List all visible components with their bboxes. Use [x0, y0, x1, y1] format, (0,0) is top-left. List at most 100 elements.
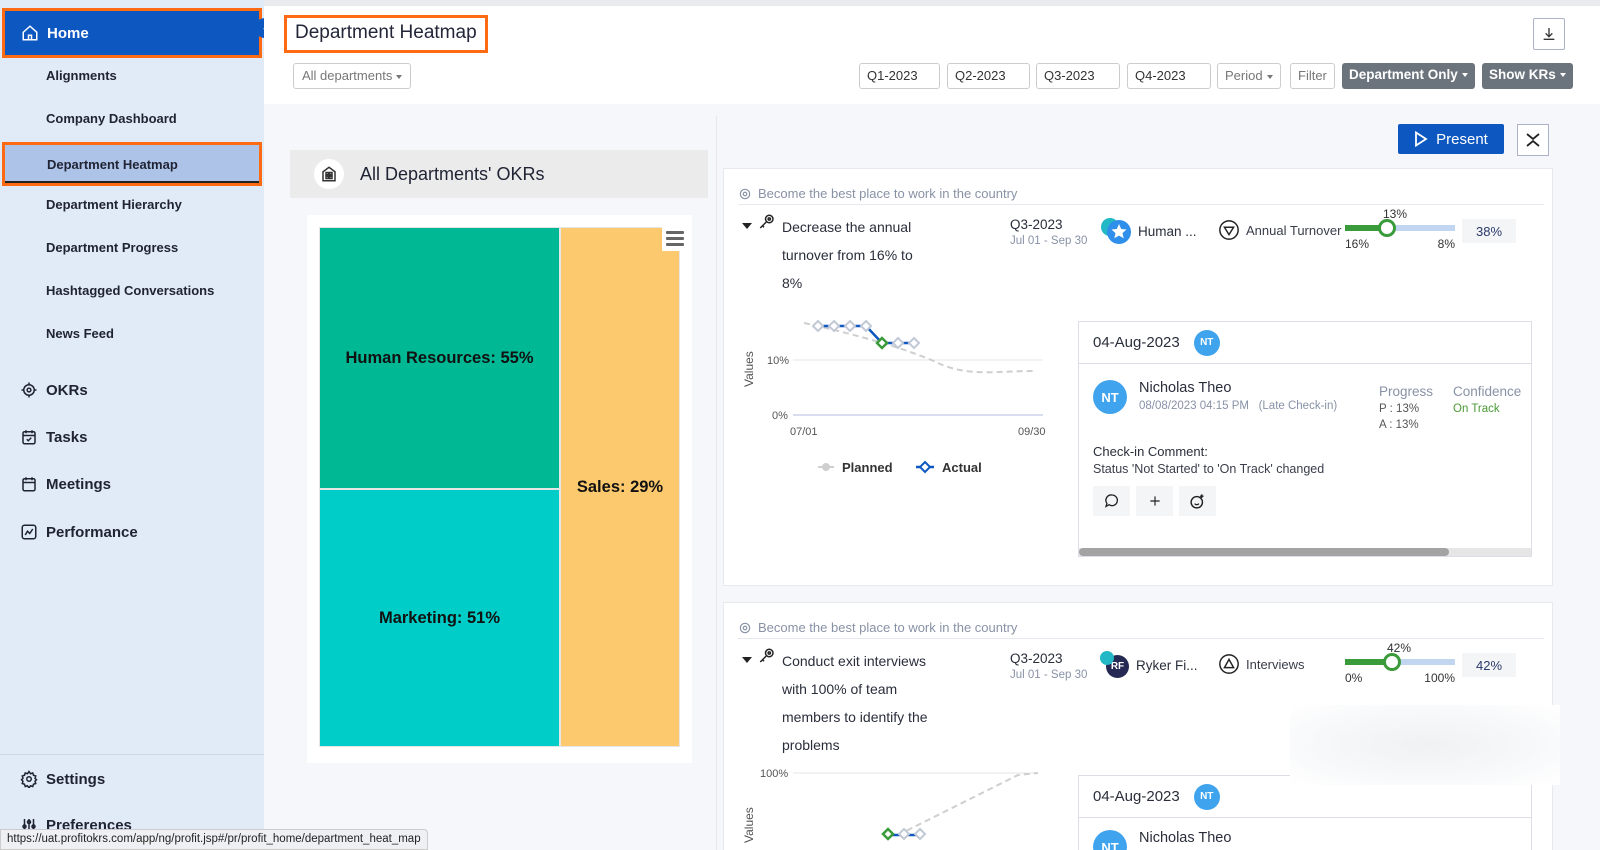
avatar[interactable]: NT — [1093, 380, 1127, 414]
kr-progress-percent: 38% — [1462, 219, 1516, 243]
sidebar-item-settings[interactable]: Settings — [20, 770, 105, 788]
sidebar-item-department-heatmap[interactable]: Department Heatmap — [2, 142, 262, 186]
sidebar-item-company-dashboard[interactable]: Company Dashboard — [46, 111, 177, 126]
sidebar-item-label: Settings — [46, 770, 106, 788]
collapse-panel-button[interactable] — [1517, 124, 1549, 156]
treemap-cell-marketing[interactable]: Marketing: 51% — [319, 489, 560, 747]
objective-text: Become the best place to work in the cou… — [758, 620, 1018, 635]
checkin-header: 04-Aug-2023 NT — [1079, 776, 1531, 818]
svg-text:Planned: Planned — [842, 460, 893, 475]
kr-progress-percent: 42% — [1462, 653, 1516, 677]
left-panel-title: All Departments' OKRs — [360, 163, 545, 184]
avatar[interactable]: NT — [1193, 329, 1220, 356]
add-button[interactable] — [1136, 486, 1173, 516]
checkin-header: 04-Aug-2023 NT — [1079, 322, 1531, 364]
sidebar-item-alignments[interactable]: Alignments — [46, 68, 117, 83]
checkin-comment: Status 'Not Started' to 'On Track' chang… — [1093, 462, 1325, 476]
svg-text:100%: 100% — [760, 768, 788, 780]
slider-current-value: 42% — [1387, 641, 1412, 655]
kr-owner[interactable]: Human ... — [1100, 217, 1197, 245]
checkin-date: 04-Aug-2023 — [1093, 334, 1180, 351]
quarter-q1-button[interactable]: Q1-2023 — [859, 63, 940, 89]
building-icon — [314, 159, 344, 189]
slider-track — [1345, 225, 1455, 231]
checkin-user: NT Nicholas Theo — [1093, 830, 1231, 850]
objective-line: Become the best place to work in the cou… — [738, 183, 1544, 205]
quarter-q4-button[interactable]: Q4-2023 — [1127, 63, 1211, 89]
horizontal-scrollbar[interactable] — [1079, 548, 1531, 556]
kr-title-row[interactable]: Decrease the annual turnover from 16% to… — [742, 213, 942, 297]
checkin-user-name: Nicholas Theo — [1139, 830, 1232, 846]
kr-owner-name: Ryker Fi... — [1136, 657, 1198, 673]
chart-menu-button[interactable] — [662, 225, 688, 251]
download-button[interactable] — [1533, 18, 1565, 50]
sidebar-item-label: Meetings — [46, 475, 112, 493]
sidebar-item-label: Performance — [46, 523, 138, 541]
collapse-icon — [1526, 133, 1540, 147]
show-krs-select[interactable]: Show KRs — [1482, 63, 1573, 89]
department-select-value: All departments — [302, 68, 393, 83]
kr-title-row[interactable]: Conduct exit interviews with 100% of tea… — [742, 647, 942, 759]
late-checkin-badge: (Late Check-in) — [1258, 400, 1338, 412]
kr-progress-slider[interactable]: 13% 16% 8% — [1345, 207, 1455, 251]
sidebar-item-hashtagged-conversations[interactable]: Hashtagged Conversations — [46, 283, 215, 298]
triangle-up-circle-icon — [1219, 654, 1239, 674]
kr-dates: Jul 01 - Sep 30 — [1010, 235, 1088, 247]
triangle-down-circle-icon — [1219, 220, 1239, 240]
slider-start-value: 0% — [1345, 671, 1363, 685]
department-only-select[interactable]: Department Only — [1342, 63, 1475, 89]
slider-start-value: 16% — [1345, 237, 1370, 251]
checkin-progress: Progress P : 13% A : 13% — [1379, 384, 1433, 431]
expand-toggle-icon[interactable] — [742, 223, 752, 229]
checkin-actions — [1093, 486, 1216, 516]
sidebar-item-label: OKRs — [46, 381, 88, 399]
slider-current-value: 13% — [1383, 207, 1408, 221]
sidebar-item-tasks[interactable]: Tasks — [20, 428, 87, 446]
checkin-timestamp: 08/08/2023 04:15 PM — [1139, 400, 1249, 412]
sidebar-item-news-feed[interactable]: News Feed — [46, 326, 114, 341]
checkin-card: 04-Aug-2023 NT NT Nicholas Theo — [1078, 775, 1532, 850]
treemap-cell-sales[interactable]: Sales: 29% — [560, 227, 680, 747]
plus-icon — [1149, 496, 1160, 506]
sidebar-item-okrs[interactable]: OKRs — [20, 381, 88, 399]
target-icon — [21, 382, 37, 398]
add-reaction-button[interactable] — [1179, 486, 1216, 516]
quarter-q3-button[interactable]: Q3-2023 — [1036, 63, 1120, 89]
kr-metric-name: Annual Turnover — [1246, 222, 1342, 238]
sidebar-item-home[interactable]: Home — [2, 8, 262, 58]
filter-button[interactable]: Filter — [1290, 63, 1335, 89]
caret-down-icon — [396, 74, 403, 79]
checkin-card: 04-Aug-2023 NT NT Nicholas Theo 08/08/20… — [1078, 321, 1532, 557]
treemap-cell-human-resources[interactable]: Human Resources: 55% — [319, 227, 560, 489]
svg-text:Values: Values — [742, 351, 756, 387]
slider-knob[interactable] — [1383, 653, 1401, 671]
home-icon — [22, 25, 38, 41]
sidebar: Home Alignments Company Dashboard Depart… — [0, 0, 264, 850]
kr-owner[interactable]: RF Ryker Fi... — [1100, 651, 1198, 679]
period-select[interactable]: Period — [1217, 63, 1281, 89]
checkin-user: NT Nicholas Theo 08/08/2023 04:15 PM (La… — [1093, 380, 1337, 414]
kr-period: Q3-2023 Jul 01 - Sep 30 — [1010, 217, 1087, 247]
objective-text: Become the best place to work in the cou… — [758, 186, 1018, 201]
comment-button[interactable] — [1093, 486, 1130, 516]
sidebar-item-label: Tasks — [46, 428, 88, 446]
svg-text:0%: 0% — [772, 410, 788, 422]
sidebar-item-meetings[interactable]: Meetings — [20, 475, 111, 493]
sidebar-item-department-progress[interactable]: Department Progress — [46, 240, 179, 255]
expand-toggle-icon[interactable] — [742, 657, 752, 663]
slider-target-value: 100% — [1424, 671, 1455, 685]
avatar[interactable]: NT — [1093, 830, 1127, 850]
department-select[interactable]: All departments — [293, 63, 412, 89]
toast-shadow — [1290, 705, 1560, 785]
confidence-heading: Confidence — [1453, 384, 1522, 399]
scrollbar-thumb[interactable] — [1079, 548, 1449, 556]
target-icon — [739, 622, 751, 633]
present-button[interactable]: Present — [1398, 124, 1504, 154]
slider-knob[interactable] — [1378, 219, 1396, 237]
quarter-q2-button[interactable]: Q2-2023 — [947, 63, 1030, 89]
kr-metric: Annual Turnover — [1218, 219, 1341, 241]
sidebar-item-department-hierarchy[interactable]: Department Hierarchy — [46, 197, 182, 212]
avatar[interactable]: NT — [1193, 783, 1220, 810]
kr-progress-slider[interactable]: 42% 0% 100% — [1345, 641, 1455, 685]
sidebar-item-performance[interactable]: Performance — [20, 523, 138, 541]
